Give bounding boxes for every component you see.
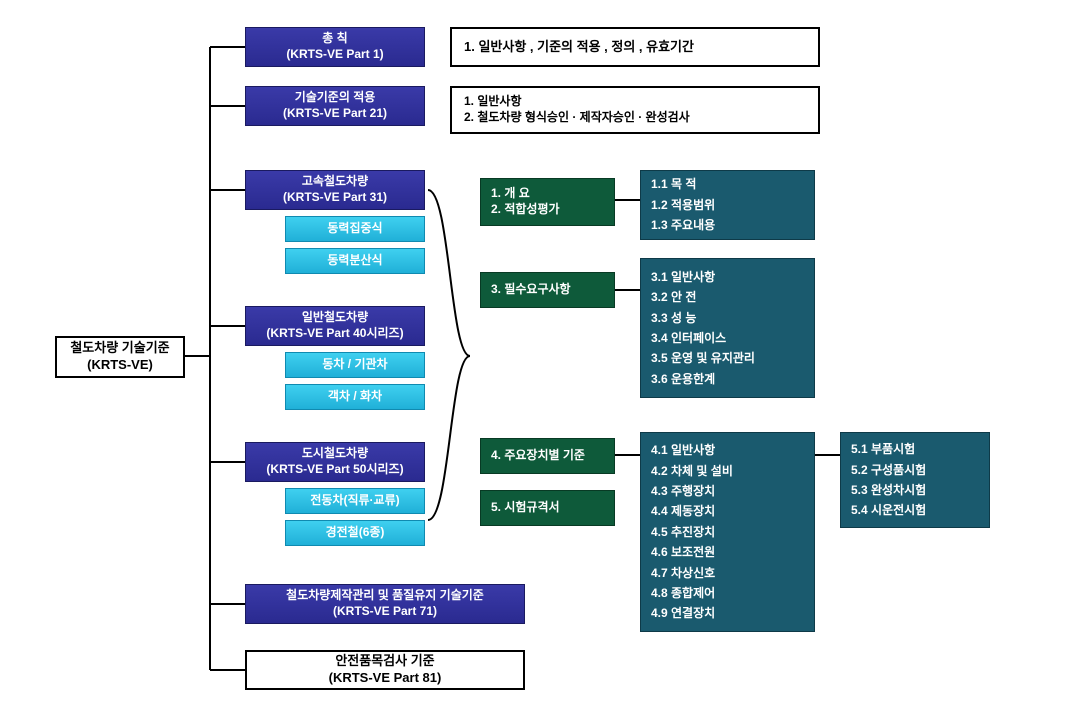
detail-4: 4.1 일반사항 4.2 차체 및 설비 4.3 주행장치 4.4 제동장치 4… bbox=[640, 432, 815, 632]
node-part50: 도시철도차량 (KRTS-VE Part 50시리즈) bbox=[245, 442, 425, 482]
node-part81: 안전품목검사 기준 (KRTS-VE Part 81) bbox=[245, 650, 525, 690]
section-5: 5. 시험규격서 bbox=[480, 490, 615, 526]
node-part1: 총 칙 (KRTS-VE Part 1) bbox=[245, 27, 425, 67]
section-3: 3. 필수요구사항 bbox=[480, 272, 615, 308]
node-part50-sub1: 전동차(직류·교류) bbox=[285, 488, 425, 514]
detail-1: 1.1 목 적 1.2 적용범위 1.3 주요내용 bbox=[640, 170, 815, 240]
node-part31: 고속철도차량 (KRTS-VE Part 31) bbox=[245, 170, 425, 210]
detail-5: 5.1 부품시험 5.2 구성품시험 5.3 완성차시험 5.4 시운전시험 bbox=[840, 432, 990, 528]
node-part31-sub1: 동력집중식 bbox=[285, 216, 425, 242]
detail-3: 3.1 일반사항 3.2 안 전 3.3 성 능 3.4 인터페이스 3.5 운… bbox=[640, 258, 815, 398]
desc-part21: 1. 일반사항 2. 철도차량 형식승인 · 제작자승인 · 완성검사 bbox=[450, 86, 820, 134]
node-part21: 기술기준의 적용 (KRTS-VE Part 21) bbox=[245, 86, 425, 126]
node-part40-sub1: 동차 / 기관차 bbox=[285, 352, 425, 378]
node-part50-sub2: 경전철(6종) bbox=[285, 520, 425, 546]
node-part40: 일반철도차량 (KRTS-VE Part 40시리즈) bbox=[245, 306, 425, 346]
root-node: 철도차량 기술기준 (KRTS-VE) bbox=[55, 336, 185, 378]
section-4: 4. 주요장치별 기준 bbox=[480, 438, 615, 474]
node-part31-sub2: 동력분산식 bbox=[285, 248, 425, 274]
node-part40-sub2: 객차 / 화차 bbox=[285, 384, 425, 410]
desc-part1: 1. 일반사항 , 기준의 적용 , 정의 , 유효기간 bbox=[450, 27, 820, 67]
node-part71: 철도차량제작관리 및 품질유지 기술기준 (KRTS-VE Part 71) bbox=[245, 584, 525, 624]
section-1-2: 1. 개 요 2. 적합성평가 bbox=[480, 178, 615, 226]
root-line1: 철도차량 기술기준 bbox=[70, 340, 169, 357]
root-line2: (KRTS-VE) bbox=[87, 357, 153, 374]
